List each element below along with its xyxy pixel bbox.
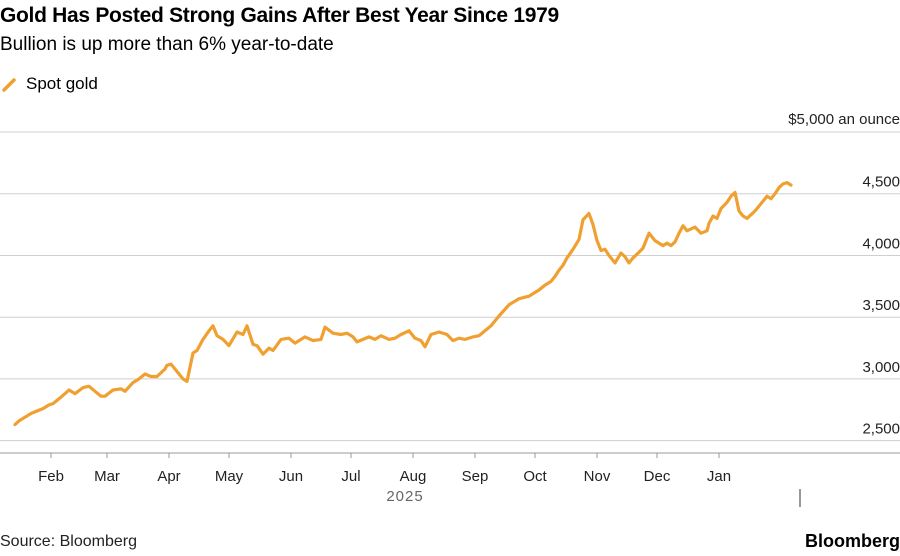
x-tick-label-mar: Mar — [94, 468, 120, 485]
y-tick-label-2500: 2,500 — [862, 421, 900, 438]
year-label: 2025 — [386, 488, 423, 505]
x-tick-label-nov: Nov — [584, 468, 611, 485]
x-axis-labels: Feb Mar Apr May Jun Jul Aug Sep Oct Nov Dec Jan — [38, 468, 731, 485]
y-unit-label: $5,000 an ounce — [788, 111, 900, 128]
y-tick-label-3000: 3,000 — [862, 359, 900, 376]
x-tick-label-feb: Feb — [38, 468, 64, 485]
x-tick-label-jul: Jul — [341, 468, 360, 485]
y-axis-labels: 2,500 3,000 3,500 4,000 4,500 — [862, 174, 900, 438]
legend: Spot gold — [0, 73, 98, 95]
legend-line-icon — [2, 78, 16, 92]
bloomberg-logo: Bloomberg — [804, 531, 900, 551]
y-tick-label-3500: 3,500 — [862, 297, 900, 314]
series-line-spot-gold — [13, 181, 793, 427]
source-note: Source: Bloomberg — [0, 533, 137, 550]
x-tick-label-jun: Jun — [279, 468, 303, 485]
chart-subtitle: Bullion is up more than 6% year-to-date — [0, 34, 334, 55]
x-axis-ticks — [50, 453, 720, 458]
y-tick-label-4000: 4,000 — [862, 235, 900, 252]
chart-title: Gold Has Posted Strong Gains After Best … — [0, 4, 559, 27]
x-tick-label-oct: Oct — [523, 468, 547, 485]
series-group — [13, 181, 793, 427]
x-tick-label-sep: Sep — [462, 468, 489, 485]
x-tick-label-may: May — [215, 468, 244, 485]
gridlines — [0, 131, 900, 454]
y-tick-label-4500: 4,500 — [862, 174, 900, 191]
legend-label-spot-gold: Spot gold — [26, 74, 98, 93]
x-tick-label-aug: Aug — [400, 468, 427, 485]
x-tick-label-jan: Jan — [707, 468, 731, 485]
x-tick-label-dec: Dec — [644, 468, 671, 485]
x-tick-label-apr: Apr — [157, 468, 180, 485]
